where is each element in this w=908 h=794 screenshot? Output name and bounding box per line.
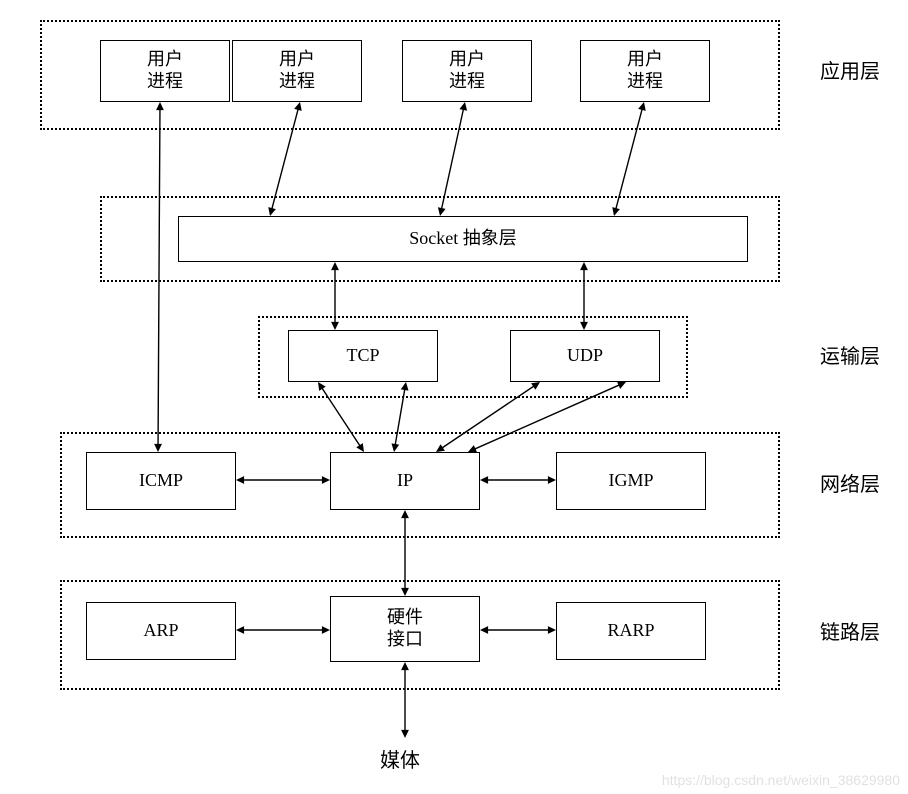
node-tcp: TCP [288,330,438,382]
node-user2: 用户 进程 [232,40,362,102]
node-hw: 硬件 接口 [330,596,480,662]
node-rarp: RARP [556,602,706,660]
node-icmp: ICMP [86,452,236,510]
node-udp: UDP [510,330,660,382]
node-igmp: IGMP [556,452,706,510]
watermark: https://blog.csdn.net/weixin_38629980 [662,772,900,788]
diagram-canvas: 应用层 运输层 网络层 链路层 用户 进程 用户 进程 用户 进程 用户 进程 … [0,0,908,794]
label-network: 网络层 [820,468,880,497]
label-transport: 运输层 [820,340,880,369]
node-socket: Socket 抽象层 [178,216,748,262]
label-application: 应用层 [820,55,880,84]
node-arp: ARP [86,602,236,660]
node-user1: 用户 进程 [100,40,230,102]
label-media: 媒体 [380,744,420,773]
node-user3: 用户 进程 [402,40,532,102]
node-user4: 用户 进程 [580,40,710,102]
node-ip: IP [330,452,480,510]
label-link: 链路层 [820,616,880,645]
